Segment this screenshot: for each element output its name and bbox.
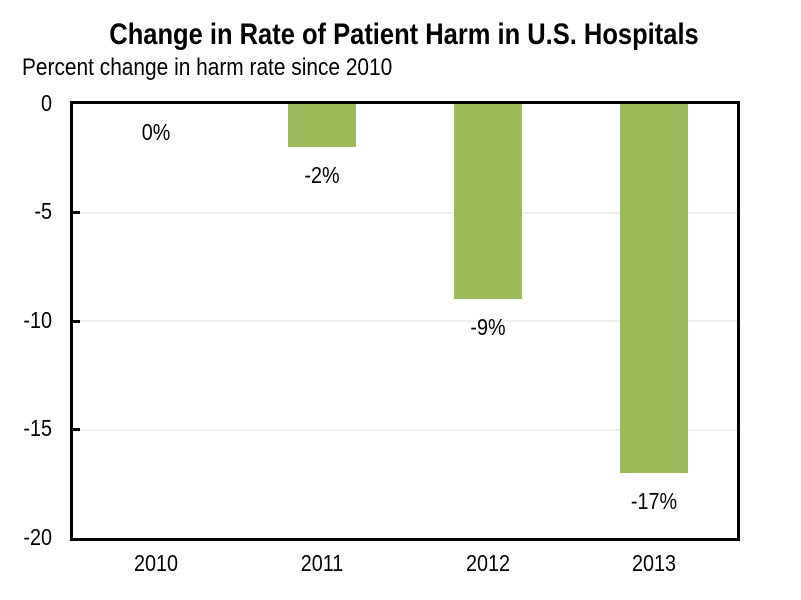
x-axis-label-2013: 2013: [631, 550, 677, 576]
gridline: [73, 428, 737, 431]
y-axis-label: -15: [23, 415, 52, 441]
y-axis-tick: [73, 211, 80, 214]
bar-value-label: -17%: [630, 487, 678, 514]
bar-value-label: -2%: [304, 162, 340, 189]
bar-value-label: 0%: [141, 119, 171, 145]
gridline: [73, 211, 737, 214]
y-axis-tick: [73, 428, 80, 431]
bar-value-label: -9%: [470, 314, 506, 341]
chart-title: Change in Rate of Patient Harm in U.S. H…: [109, 18, 699, 51]
x-axis-label-2012: 2012: [465, 550, 511, 576]
bar-2013: [620, 104, 688, 473]
y-axis-tick: [73, 319, 80, 323]
y-axis-label: 0: [40, 89, 52, 116]
y-axis-label: -20: [23, 523, 52, 550]
bar-2012: [454, 104, 522, 300]
gridline: [73, 320, 737, 322]
y-axis-label: -10: [23, 306, 52, 333]
x-axis-label-2010: 2010: [133, 550, 179, 576]
y-axis-label: -5: [34, 198, 52, 224]
plot-area: [70, 101, 740, 541]
bar-2011: [288, 104, 356, 148]
chart-subtitle: Percent change in harm rate since 2010: [22, 54, 393, 81]
x-axis-label-2011: 2011: [300, 550, 344, 576]
